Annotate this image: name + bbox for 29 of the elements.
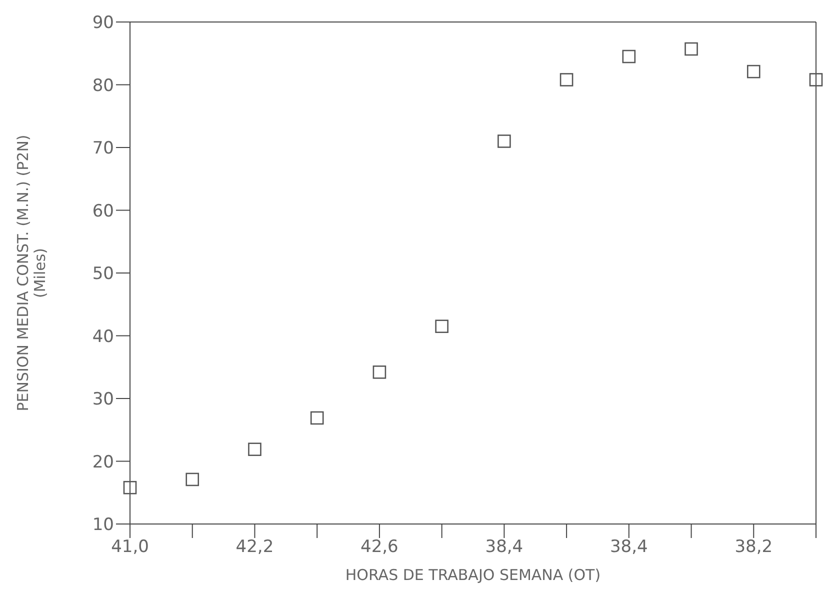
point <box>498 134 511 148</box>
point <box>372 365 386 379</box>
point <box>746 64 760 78</box>
x-tick-label: 42,6 <box>360 537 398 558</box>
point <box>684 42 698 56</box>
y-tick-label: 40 <box>92 326 114 347</box>
y-tick-label: 10 <box>92 515 114 536</box>
y-tick-label: 70 <box>92 138 114 159</box>
point <box>809 73 823 86</box>
point <box>186 472 200 486</box>
y-axis-title: PENSION MEDIA CONST. (M.N.) (P2N) (Miles) <box>14 134 49 412</box>
point <box>435 320 448 333</box>
y-tick-label: 50 <box>92 264 114 284</box>
point <box>622 50 636 64</box>
point <box>248 442 262 456</box>
x-axis-title: HORAS DE TRABAJO SEMANA (OT) <box>345 566 601 584</box>
x-tick-label: 38,4 <box>485 537 524 558</box>
y-tick-label: 30 <box>92 390 114 410</box>
y-tick-label: 90 <box>92 13 114 34</box>
point <box>123 480 137 494</box>
y-tick-label: 80 <box>92 76 114 96</box>
point <box>310 411 324 425</box>
x-tick-label: 38,2 <box>734 537 773 558</box>
y-tick-label: 60 <box>92 201 114 222</box>
x-tick-label: 42,2 <box>236 537 274 558</box>
x-tick-label: 38,4 <box>610 537 648 558</box>
x-tick-label: 41,0 <box>111 537 149 558</box>
point <box>560 73 574 86</box>
y-tick-label: 20 <box>92 452 114 472</box>
